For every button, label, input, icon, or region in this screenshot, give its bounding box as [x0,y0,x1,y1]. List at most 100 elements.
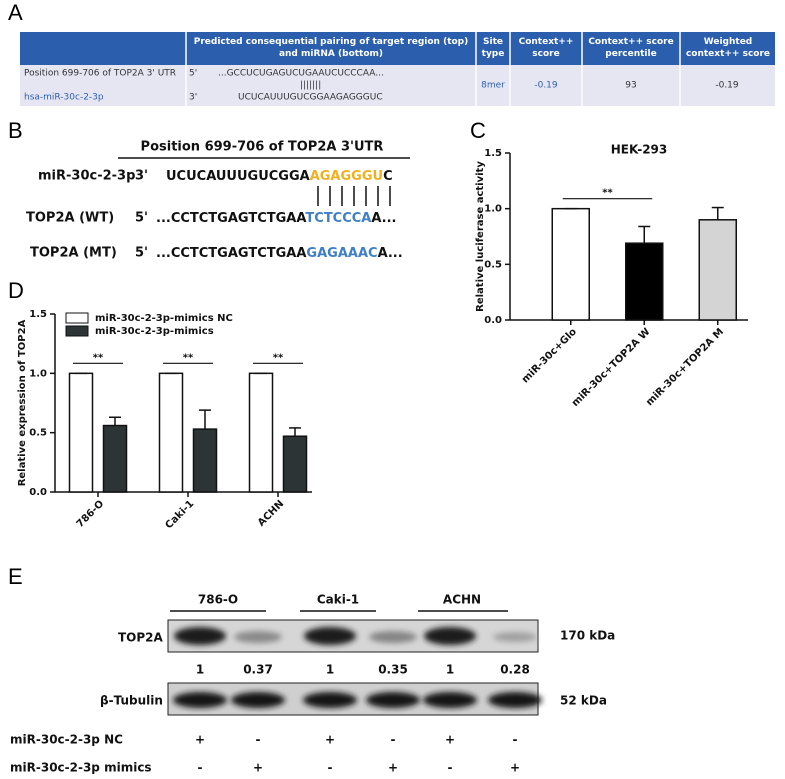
bar [698,219,737,321]
alignment-title: Position 699-706 of TOP2A 3'UTR [141,140,384,155]
pairing-lines [317,186,391,206]
cell: 8mer [481,81,505,91]
condition-sign: + [388,761,398,775]
cell: 93 [625,81,636,91]
x-tick-label: miR-30c+TOP2A W [570,326,653,409]
panel-label: C [470,118,486,143]
header-cell: Context++ score percentile [588,37,674,59]
cell: 5' [189,69,197,79]
legend-swatch [65,312,89,324]
table-header [20,32,775,65]
error-bar [199,409,211,430]
header-text: Context++ score percentile [588,37,674,59]
seq-part: UCUCAUUUGUCGGA [166,169,310,184]
header-text: Context++ score [518,37,574,59]
condition-sign: + [253,761,263,775]
condition-sign: - [256,733,261,747]
condition-sign: - [328,761,333,775]
x-tick-label: ACHN [256,498,286,528]
blot-name: TOP2A [118,631,164,645]
significance-label: ** [183,352,194,363]
header-text: Site type [481,37,505,59]
header-cell: Site type [481,37,505,59]
sequence: UCUCAUUUGUCGGAAGAGGGUC [166,169,393,184]
y-tick-label: 1.0 [29,368,47,379]
legend-label: miR-30c-2-3p-mimics [95,326,214,337]
condition-name: miR-30c-2-3p NC [10,733,123,747]
condition-sign: - [391,733,396,747]
panel-label: E [8,564,23,589]
panel-label: A [8,0,23,25]
seq-site: TCTCCCA [305,211,371,226]
condition-name: miR-30c-2-3p mimics [10,761,152,775]
y-tick-label: 0.5 [484,259,502,270]
condition-sign: + [510,761,520,775]
seq-part: A... [378,246,403,261]
y-axis-label: Relative luciferase activity [475,161,486,312]
sequence: ...CCTCTGAGTCTGAATCTCCCAA... [156,211,397,226]
significance-label: ** [273,352,284,363]
condition-sign: - [513,733,518,747]
bands-top2a [174,627,537,645]
error-bar [109,416,121,426]
seq-prime: 3' [135,169,148,184]
header-text: Predicted consequential pairing of targe… [193,37,469,59]
y-tick-label: 0.0 [484,315,502,326]
table-row [20,65,775,106]
bar [68,372,94,493]
x-tick-label: 786-O [75,498,106,529]
y-tick-label: 1.0 [484,204,502,215]
quant: 0.28 [500,663,530,677]
bar [158,372,184,493]
y-tick-label: 1.5 [484,148,502,159]
quant: 0.35 [378,663,408,677]
bar [625,242,664,321]
seq-prime: 5' [135,246,148,261]
x-tick-label: miR-30c+Glo [520,326,579,385]
y-tick-label: 0.0 [29,487,47,498]
significance-label: ** [93,352,104,363]
quant: 1 [446,663,454,677]
seq-part: ...CCTCTGAGTCTGAA [156,246,306,261]
header-cell: Predicted consequential pairing of targe… [193,37,469,59]
seq-part: ...CCTCTGAGTCTGAA [156,211,306,226]
condition-sign: + [445,733,455,747]
condition-sign: + [325,733,335,747]
quant: 0.37 [243,663,273,677]
condition-sign: + [195,733,205,747]
cell: 3' [189,93,197,103]
cell: UCUCAUUUGUCGGAAGAGGGUC [238,93,383,103]
panel-label: B [8,118,23,143]
legend-label: miR-30c-2-3p-mimics NC [95,313,233,324]
chart-title: HEK-293 [611,143,668,157]
seq-mutant: GAGAAAC [306,246,377,261]
cell-line: 786-O [198,593,238,607]
blot-size: 52 kDa [560,694,607,708]
header-cell: Context++ score [518,37,574,59]
bands-tubulin [173,692,542,708]
blot-size: 170 kDa [560,629,615,643]
cell-line: ACHN [443,593,481,607]
seq-name: TOP2A (MT) [30,246,117,261]
cell: ||||||| [300,81,321,91]
blot-name: β-Tubulin [100,694,163,708]
condition-sign: - [198,761,203,775]
conditions: miR-30c-2-3p NC + - + - + - miR-30c-2-3p mimics… [10,733,520,775]
error-bar [638,225,651,244]
bar [282,435,308,493]
header-cell: Weighted context++ score [686,37,770,59]
bar [248,372,274,493]
seq-name: miR-30c-2-3p [38,169,135,184]
quant: 1 [196,663,204,677]
y-axis-label: Relative expression of TOP2A [17,319,28,486]
bar [192,428,218,493]
legend-swatch [65,325,89,337]
cell: Position 699-706 of TOP2A 3' UTR [24,69,176,79]
quant: 1 [326,663,334,677]
sequence: ...CCTCTGAGTCTGAAGAGAAACA... [156,246,403,261]
cell-line: Caki-1 [317,593,359,607]
bar [551,207,590,321]
error-bar [711,206,724,220]
cell: -0.19 [715,81,739,91]
seq-part: C [383,169,393,184]
